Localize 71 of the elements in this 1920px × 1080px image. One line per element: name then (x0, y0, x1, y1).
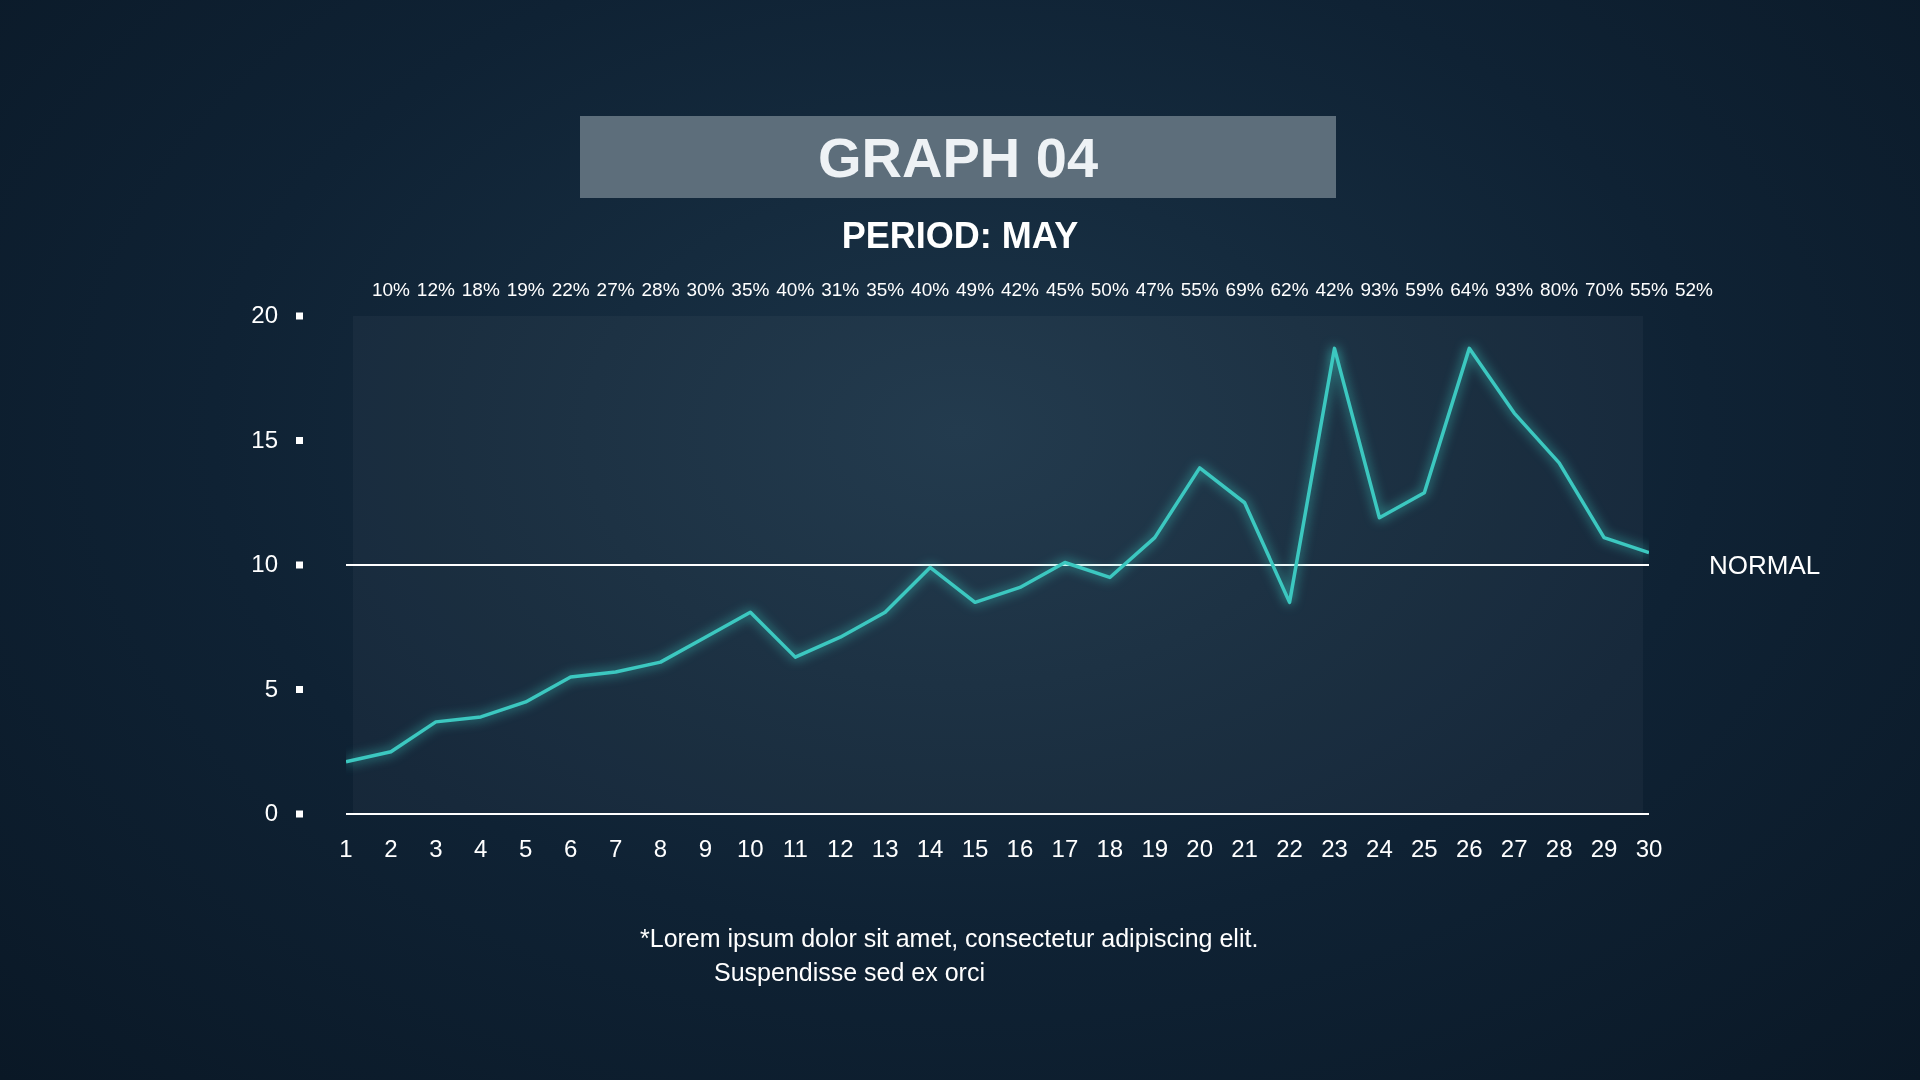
line-series (346, 346, 1649, 764)
y-tick-label: 5 (264, 674, 278, 702)
text: 18% (461, 279, 500, 300)
text: 30% (686, 279, 725, 300)
x-tick-label: 16 (1006, 835, 1034, 863)
text: 93% (1495, 279, 1534, 300)
x-tick-label: 27 (1500, 835, 1528, 863)
x-tick-label: 13 (871, 835, 899, 863)
x-tick-label: 28 (1545, 835, 1573, 863)
x-tick-label: 19 (1141, 835, 1169, 863)
x-tick-label: 9 (698, 835, 713, 863)
x-tick-label: 25 (1410, 835, 1438, 863)
x-tick-label: 4 (474, 835, 488, 863)
text: 59% (1405, 279, 1444, 300)
text: 40% (911, 279, 950, 300)
text: 50% (1090, 279, 1129, 300)
x-tick-label: 17 (1051, 835, 1079, 863)
x-tick-label: 3 (429, 835, 443, 863)
x-tick-label: 24 (1366, 835, 1393, 863)
text: 49% (956, 279, 995, 300)
x-tick-label: 30 (1635, 835, 1663, 863)
text: 64% (1450, 279, 1489, 300)
chart-subtitle: PERIOD: MAY (840, 215, 1080, 257)
x-tick-label: 11 (782, 835, 808, 863)
chart-title: GRAPH 04 (580, 116, 1336, 198)
text: 31% (821, 279, 860, 300)
x-tick-label: 1 (339, 835, 353, 863)
text: 45% (1045, 279, 1085, 300)
x-tick-label: 26 (1455, 835, 1483, 863)
x-tick-label: 2 (384, 835, 398, 863)
x-tick-label: 18 (1096, 835, 1124, 863)
x-tick-label: 5 (519, 835, 533, 863)
text: 19% (506, 279, 545, 300)
x-tick-label: 10 (737, 835, 764, 863)
text: 47% (1135, 279, 1174, 300)
text: *Lorem ipsum dolor sit amet, consectetur adipiscing elit. (640, 924, 1259, 953)
ref-line-label: NORMAL (1709, 550, 1821, 581)
x-tick-label: 23 (1321, 835, 1348, 863)
y-tick-label: 10 (251, 550, 278, 577)
x-tick-label: 21 (1231, 835, 1258, 863)
x-tick-label: 15 (961, 835, 989, 863)
text: 42% (1000, 279, 1040, 300)
text: 80% (1540, 279, 1579, 300)
x-tick-label: 8 (653, 835, 668, 863)
text: 52% (1674, 279, 1714, 300)
x-tick-label: 12 (826, 835, 854, 863)
y-tick-label: 0 (264, 799, 278, 826)
x-tick-label: 6 (563, 835, 578, 863)
text: 12% (416, 279, 455, 300)
x-tick-label: 22 (1276, 835, 1303, 863)
text: 55% (1629, 279, 1669, 300)
y-tick-label: 15 (251, 425, 278, 453)
text: 10% (371, 279, 411, 300)
text: 27% (596, 279, 635, 300)
text: 93% (1360, 279, 1399, 300)
text: 55% (1180, 279, 1219, 300)
text: 69% (1225, 279, 1264, 300)
y-tick-label: 20 (251, 301, 278, 328)
x-tick-label: 14 (916, 835, 944, 863)
x-tick-label: 20 (1186, 835, 1214, 863)
text: 40% (776, 279, 815, 300)
text: 35% (731, 279, 770, 300)
text: 28% (641, 279, 680, 300)
text: Suspendisse sed ex orci (714, 958, 985, 987)
x-tick-label: 29 (1590, 835, 1618, 863)
text: 62% (1270, 279, 1309, 300)
text: 22% (551, 279, 590, 300)
text: 42% (1315, 279, 1354, 300)
x-tick-label: 7 (608, 835, 623, 863)
text: 70% (1585, 279, 1624, 300)
text: 35% (866, 279, 905, 300)
